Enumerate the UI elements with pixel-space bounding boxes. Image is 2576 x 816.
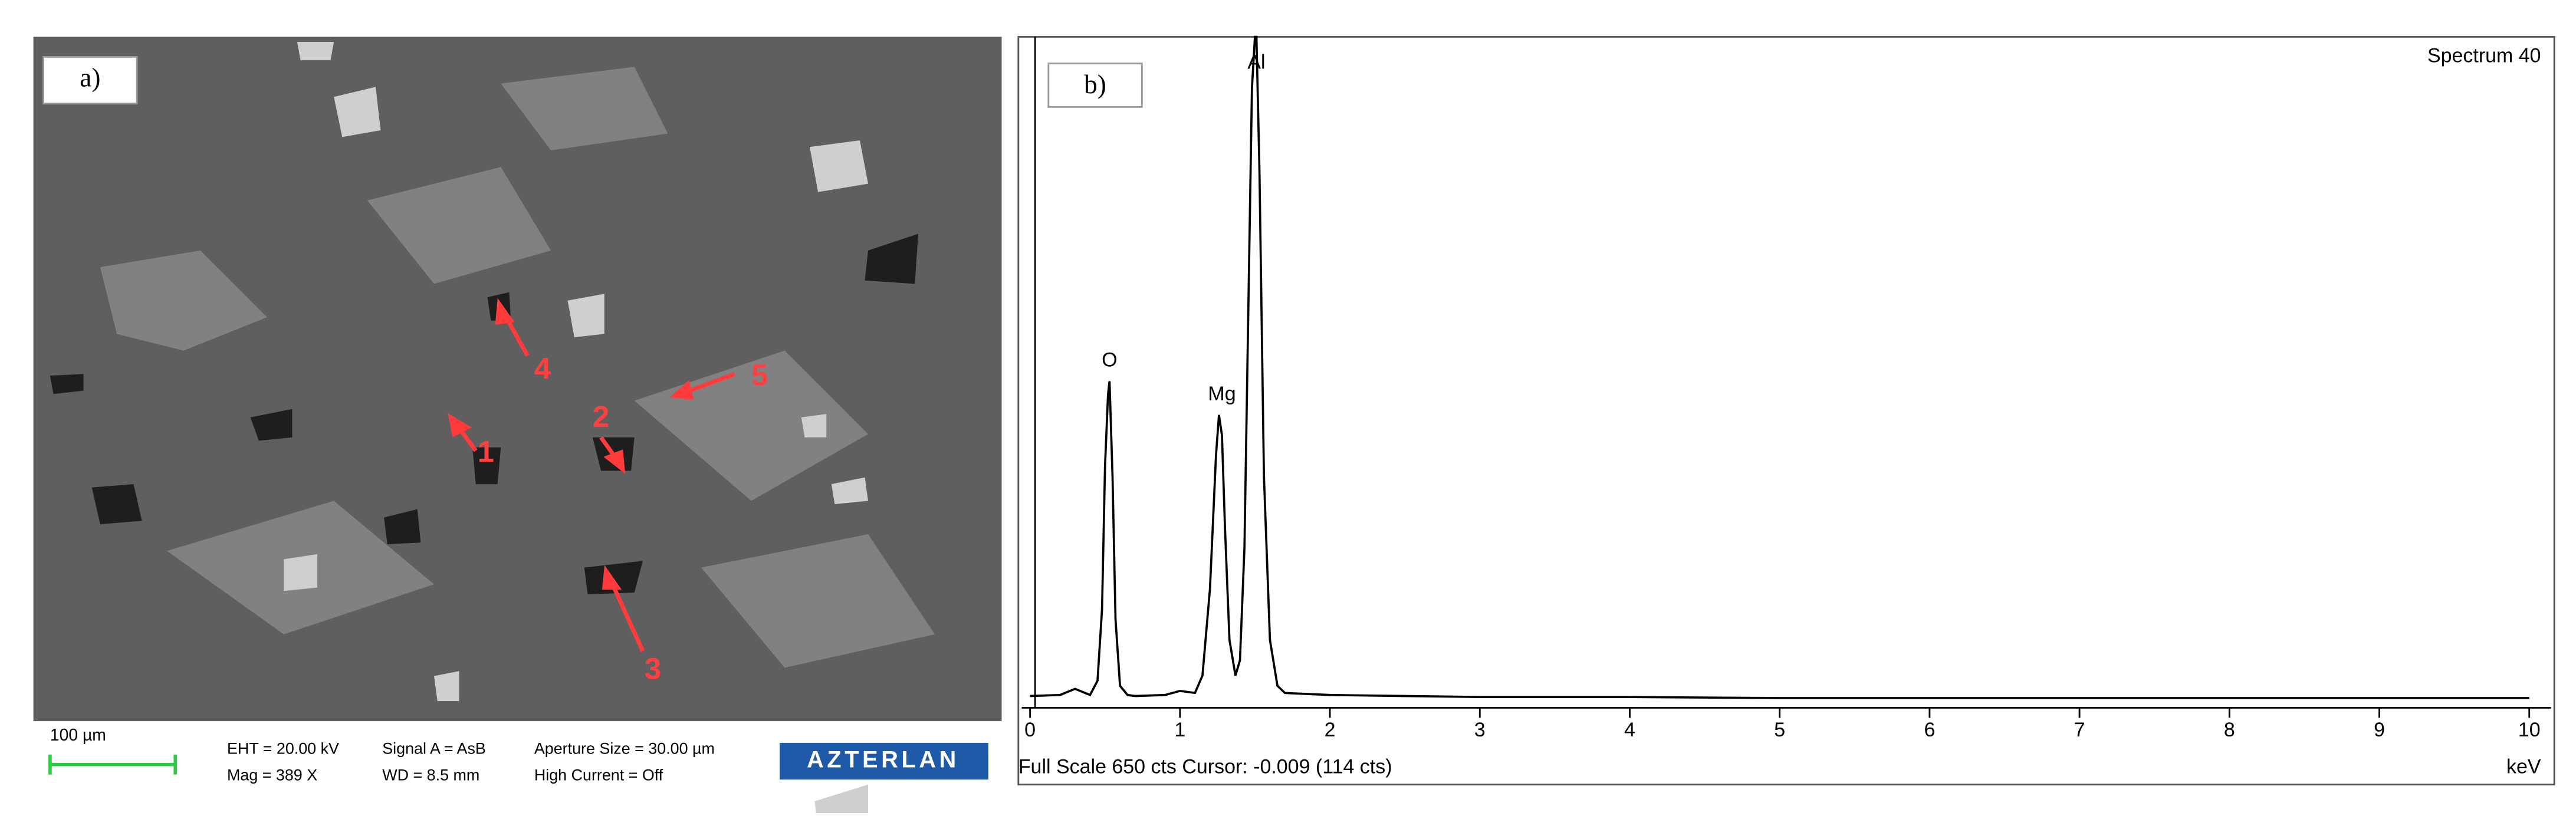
x-tick-label: 4: [1624, 719, 1635, 741]
x-tick-label: 8: [2224, 719, 2235, 741]
scale-bar: [48, 754, 178, 775]
scale-bar-label: 100 µm: [50, 725, 106, 744]
info-text: High Current = Off: [534, 766, 663, 784]
marker-arrows: [448, 298, 735, 652]
x-tick-label: 6: [1924, 719, 1935, 741]
panel-label-box: [1047, 62, 1143, 108]
info-text: Signal A = AsB: [382, 739, 486, 757]
marker-label: 5: [751, 358, 768, 391]
marker-label: 1: [478, 435, 494, 469]
logo-box: [780, 742, 988, 780]
x-tick-label: 5: [1774, 719, 1785, 741]
info-text: Aperture Size = 30.00 µm: [534, 739, 715, 757]
panel-label: a): [80, 62, 100, 92]
x-axis-label: keV: [2506, 755, 2541, 778]
info-text: WD = 8.5 mm: [382, 766, 479, 784]
footer: Full Scale 650 cts Cursor: -0.009 (114 c…: [1018, 755, 1392, 778]
x-tick-label: 1: [1174, 719, 1185, 741]
marker-labels: 1 2 3 4 5: [478, 351, 768, 686]
peak-label: O: [1102, 349, 1117, 371]
spectrum-line: [1030, 35, 2529, 699]
x-tick-label: 0: [1024, 719, 1036, 741]
x-tick-label: 9: [2374, 719, 2385, 741]
x-tick-label: 2: [1325, 719, 1336, 741]
peak-label: Al: [1247, 51, 1265, 74]
spectrum-frame: [1017, 36, 2555, 786]
x-tick-label: 7: [2074, 719, 2085, 741]
peak-label: Mg: [1208, 383, 1236, 405]
chart-title: Spectrum 40: [2427, 44, 2541, 67]
x-tick-label: 10: [2518, 719, 2541, 741]
sem-image: [33, 37, 1002, 816]
info-text: EHT = 20.00 kV: [227, 739, 339, 757]
info-text: Mag = 389 X: [227, 766, 317, 784]
info: EHT = 20.00 kV Mag = 389 X Signal A = As…: [227, 739, 715, 784]
logo: AZTERLAN: [807, 747, 960, 773]
x-tick-label: 3: [1474, 719, 1486, 741]
marker-label: 2: [593, 400, 609, 433]
marker-label: 4: [534, 351, 551, 385]
panel-label: b): [1084, 70, 1106, 99]
marker-label: 3: [645, 652, 661, 686]
